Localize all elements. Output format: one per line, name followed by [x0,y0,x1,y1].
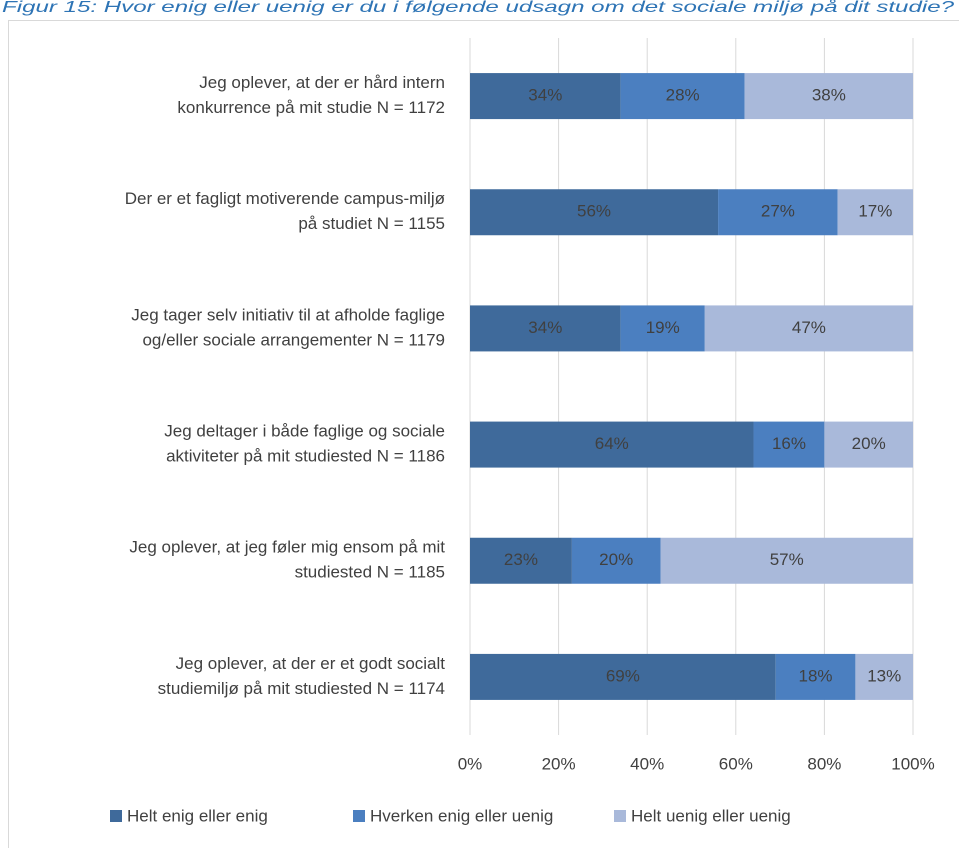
bar-segment [775,653,856,700]
value-label: 17% [858,202,892,221]
x-tick-label: 20% [542,754,576,773]
value-label: 20% [852,434,886,453]
legend-swatch [353,810,365,822]
value-label: 18% [799,666,833,685]
category-label: Jeg oplever, at jeg føler mig ensom på m… [129,538,445,557]
category-label: Jeg oplever, at der er hård intern [199,73,445,92]
bar-segment [837,189,913,236]
value-label: 28% [666,86,700,105]
bar-segment [470,421,754,468]
bar-segment [470,73,621,120]
bar-segment [753,421,825,468]
legend-label: Helt uenig eller uenig [631,806,791,825]
value-label: 16% [772,434,806,453]
value-label: 20% [599,550,633,569]
bar-segment [704,305,913,352]
value-label: 56% [577,202,611,221]
category-label: studiemiljø på mit studiested N = 1174 [158,679,445,698]
bar-segment [744,73,913,120]
x-tick-label: 100% [891,754,934,773]
value-label: 47% [792,318,826,337]
category-label: Jeg tager selv initiativ til at afholde … [131,305,445,324]
category-label: Jeg oplever, at der er et godt socialt [176,654,446,673]
category-label: og/eller sociale arrangementer N = 1179 [142,330,445,349]
value-label: 57% [770,550,804,569]
category-label: på studiet N = 1155 [298,214,445,233]
legend-swatch [110,810,122,822]
bar-segment [571,537,661,584]
bar-segment [470,653,776,700]
value-label: 69% [606,666,640,685]
category-label: aktiviteter på mit studiested N = 1186 [166,447,445,466]
value-label: 27% [761,202,795,221]
value-label: 64% [595,434,629,453]
bar-segment [718,189,838,236]
value-label: 19% [646,318,680,337]
legend-label: Hverken enig eller uenig [370,806,553,825]
category-label: Jeg deltager i både faglige og sociale [164,422,445,441]
category-label: studiested N = 1185 [295,563,445,582]
bar-segment [620,73,745,120]
bar-segment [824,421,913,468]
chart-title: Figur 15: Hvor enig eller uenig er du i … [2,0,954,16]
value-label: 13% [867,666,901,685]
bar-segment [660,537,913,584]
bar-segment [855,653,913,700]
x-tick-label: 60% [719,754,753,773]
value-label: 38% [812,86,846,105]
bar-segment [620,305,705,352]
category-label: Der er et fagligt motiverende campus-mil… [125,189,445,208]
legend-label: Helt enig eller enig [127,806,268,825]
value-label: 34% [528,318,562,337]
category-label: konkurrence på mit studie N = 1172 [177,98,445,117]
chart-frame [8,20,959,848]
bar-segment [470,537,572,584]
bar-segment [470,189,719,236]
x-tick-label: 80% [807,754,841,773]
x-tick-label: 0% [458,754,483,773]
value-label: 34% [528,86,562,105]
x-tick-label: 40% [630,754,664,773]
bar-segment [470,305,621,352]
legend-swatch [614,810,626,822]
value-label: 23% [504,550,538,569]
